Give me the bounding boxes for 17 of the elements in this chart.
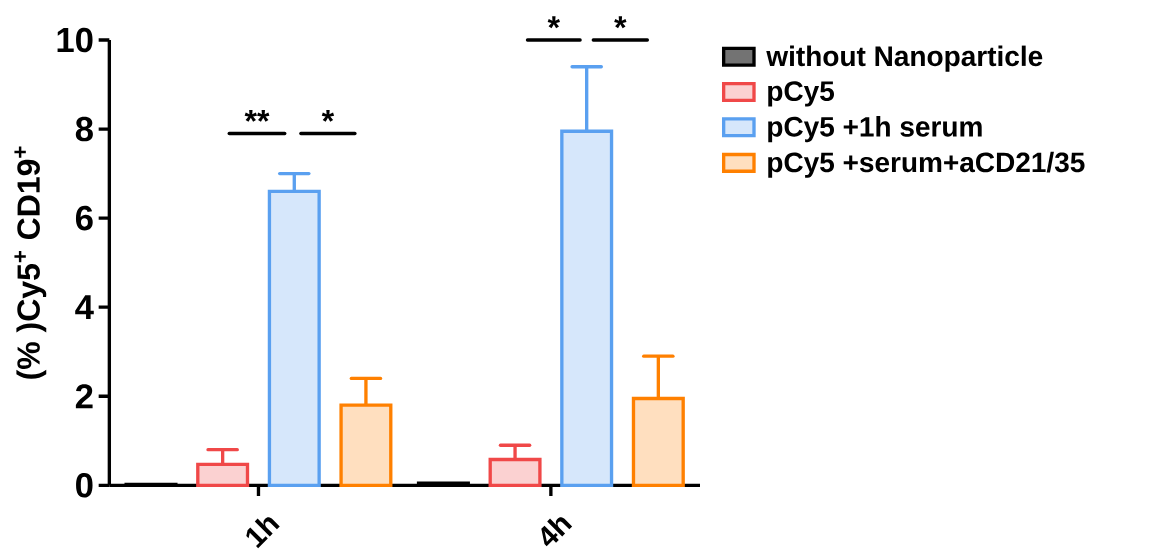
y-tick-label: 0 xyxy=(76,473,93,498)
x-tick-label: 4h xyxy=(541,517,573,547)
x-tick-label: 1h xyxy=(246,517,280,549)
legend-label: without Nanoparticle xyxy=(766,45,1043,72)
legend-label: pCy5 xyxy=(768,81,835,107)
annotation: ** xyxy=(244,109,270,122)
y-tick-label: 10 xyxy=(57,27,93,53)
y-axis-title: (% )Cy5$^{+}$ CD19$^{+}$ xyxy=(14,146,47,379)
y-tick-label: 6 xyxy=(75,205,93,231)
y-tick-label: 4 xyxy=(75,295,94,320)
text: * xyxy=(614,16,627,29)
y-tick-label: 8 xyxy=(75,116,93,142)
y-tick-label: 2 xyxy=(75,384,93,409)
text: * xyxy=(547,16,560,29)
legend-label: pCy5 +serum+aCD21/35 xyxy=(768,151,1085,178)
legend-label: pCy5 +1h serum xyxy=(768,116,982,143)
annotation: * xyxy=(321,109,335,122)
